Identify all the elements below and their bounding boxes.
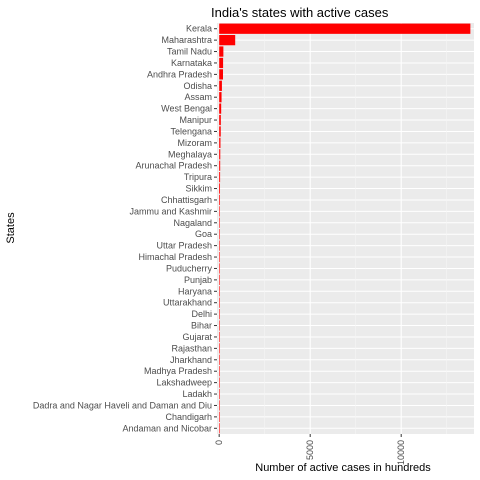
bar-chandigarh xyxy=(219,411,220,423)
y-tick-label: Meghalaya xyxy=(168,149,212,159)
bar-chhattisgarh xyxy=(219,194,220,206)
bar-nagaland xyxy=(219,217,220,228)
bar-arunachal-pradesh xyxy=(219,160,221,171)
bar-jammu-and-kashmir xyxy=(219,206,220,217)
bar-himachal-pradesh xyxy=(219,251,220,263)
y-tick-label: Arunachal Pradesh xyxy=(135,161,212,171)
y-tick-label: Uttarakhand xyxy=(163,298,212,308)
y-tick-label: Himachal Pradesh xyxy=(138,252,212,262)
bar-delhi xyxy=(219,308,220,320)
y-tick-label: Assam xyxy=(184,92,212,102)
y-tick-label: Chhattisgarh xyxy=(161,195,212,205)
y-tick-label: Andaman and Nicobar xyxy=(122,423,212,433)
y-tick-label: Punjab xyxy=(184,275,212,285)
y-tick-label: Bihar xyxy=(191,321,212,331)
bars xyxy=(219,23,471,434)
y-tick-label: Dadra and Nagar Haveli and Daman and Diu xyxy=(33,400,212,410)
bar-punjab xyxy=(219,274,220,286)
y-tick-label: Telengana xyxy=(170,126,212,136)
bar-gujarat xyxy=(219,331,220,343)
y-tick-label: Goa xyxy=(195,229,212,239)
x-tick-label: 0 xyxy=(214,440,224,445)
bar-uttarakhand xyxy=(219,297,220,308)
y-tick-label: Karnataka xyxy=(171,58,212,68)
bar-sikkim xyxy=(219,183,221,194)
bar-andaman-and-nicobar xyxy=(219,423,220,434)
bar-madhya-pradesh xyxy=(219,366,220,377)
y-tick-label: Rajasthan xyxy=(171,343,212,353)
y-tick-label: Kerala xyxy=(186,24,212,34)
y-tick-label: Sikkim xyxy=(186,184,213,194)
y-tick-label: Uttar Pradesh xyxy=(156,241,212,251)
y-tick-label: Andhra Pradesh xyxy=(147,69,212,79)
bar-ladakh xyxy=(219,388,220,400)
bar-dadra-and-nagar-haveli-and-daman-and-diu xyxy=(219,400,220,411)
y-tick-label: Delhi xyxy=(191,309,212,319)
bar-telengana xyxy=(219,126,221,137)
y-tick-label: Odisha xyxy=(183,81,212,91)
y-tick-label: Gujarat xyxy=(182,332,212,342)
y-tick-label: Jammu and Kashmir xyxy=(129,206,212,216)
bar-tamil-nadu xyxy=(219,46,224,57)
bar-andhra-pradesh xyxy=(219,69,224,80)
chart-title: India's states with active cases xyxy=(211,5,389,20)
plot-panel xyxy=(217,23,474,434)
bar-meghalaya xyxy=(219,149,221,160)
y-tick-label: Maharashtra xyxy=(161,35,212,45)
x-axis: 0 5000 10000 xyxy=(214,434,406,465)
bar-rajasthan xyxy=(219,343,220,354)
bar-maharashtra xyxy=(219,34,236,46)
bar-west-bengal xyxy=(219,103,222,114)
bar-jharkhand xyxy=(219,354,220,365)
bar-kerala xyxy=(219,23,471,34)
y-tick-label: Ladakh xyxy=(182,389,212,399)
bar-karnataka xyxy=(219,57,224,69)
bar-uttar-pradesh xyxy=(219,240,220,251)
bar-bihar xyxy=(219,320,220,331)
y-tick-label: Puducherry xyxy=(166,263,213,273)
bar-haryana xyxy=(219,286,220,297)
y-tick-label: Nagaland xyxy=(173,218,212,228)
y-tick-label: Mizoram xyxy=(177,138,212,148)
bar-lakshadweep xyxy=(219,377,220,388)
y-tick-label: Madhya Pradesh xyxy=(144,366,212,376)
y-tick-label: Tamil Nadu xyxy=(167,47,212,57)
y-tick-label: Chandigarh xyxy=(165,412,212,422)
bar-puducherry xyxy=(219,263,220,274)
bar-odisha xyxy=(219,80,222,91)
y-tick-label: Haryana xyxy=(178,286,212,296)
bar-manipur xyxy=(219,114,221,126)
bar-assam xyxy=(219,92,222,103)
bar-mizoram xyxy=(219,137,221,149)
y-tick-label: Manipur xyxy=(179,115,212,125)
x-tick-label: 5000 xyxy=(305,440,315,460)
bar-tripura xyxy=(219,171,221,183)
y-tick-label: Jharkhand xyxy=(170,355,212,365)
y-tick-label: Lakshadweep xyxy=(156,378,212,388)
y-axis-title: States xyxy=(5,212,17,244)
x-tick-label: 10000 xyxy=(396,440,406,465)
y-tick-label: West Bengal xyxy=(161,104,212,114)
bar-goa xyxy=(219,229,220,240)
x-axis-title: Number of active cases in hundreds xyxy=(255,462,431,474)
grid-lines xyxy=(217,23,474,434)
y-tick-label: Tripura xyxy=(184,172,212,182)
